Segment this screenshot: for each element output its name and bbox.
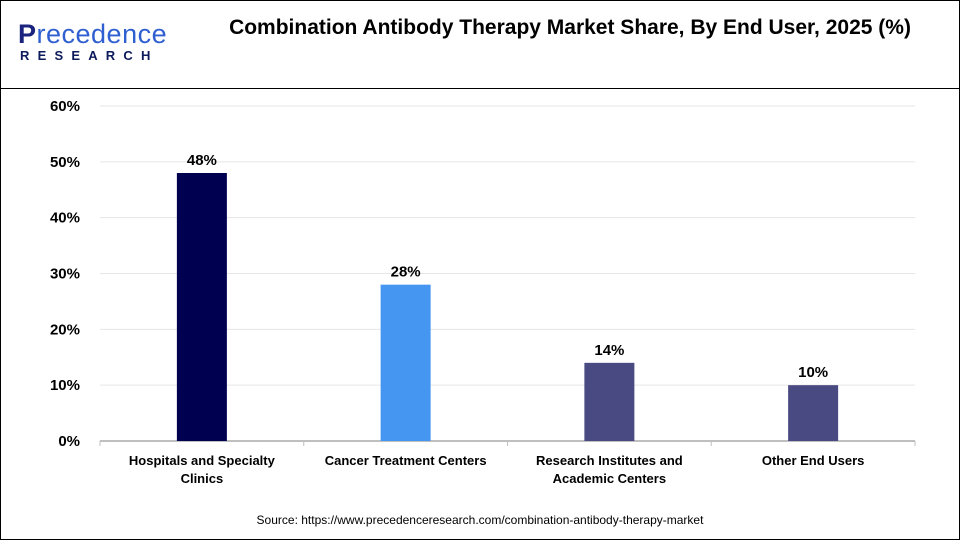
chart-title: Combination Antibody Therapy Market Shar… — [229, 16, 911, 39]
header-divider — [0, 88, 960, 89]
logo-bottom: RESEARCH — [20, 48, 159, 63]
bar — [584, 362, 635, 441]
x-category-label: Research Institutes and — [536, 453, 683, 468]
y-tick-label: 20% — [50, 321, 80, 338]
x-category-label: Academic Centers — [553, 471, 666, 486]
bar — [176, 173, 227, 441]
data-label: 10% — [798, 364, 828, 381]
data-label: 28% — [391, 264, 421, 281]
source-note: Source: https://www.precedenceresearch.c… — [256, 513, 704, 527]
x-category-label: Hospitals and Specialty — [129, 453, 276, 468]
y-tick-label: 40% — [50, 210, 80, 227]
y-tick-label: 30% — [50, 266, 80, 283]
logo: Precedence RESEARCH — [18, 20, 168, 70]
x-category-label: Other End Users — [762, 453, 865, 468]
bar — [380, 284, 431, 441]
y-tick-label: 50% — [50, 154, 80, 171]
y-tick-label: 0% — [58, 433, 80, 450]
y-tick-label: 60% — [50, 98, 80, 115]
logo-top: Precedence — [18, 19, 168, 49]
x-category-label: Clinics — [181, 471, 224, 486]
y-tick-label: 10% — [50, 377, 80, 394]
data-label: 48% — [187, 152, 217, 169]
bar — [788, 385, 839, 441]
x-category-label: Cancer Treatment Centers — [325, 453, 487, 468]
data-label: 14% — [594, 342, 624, 359]
